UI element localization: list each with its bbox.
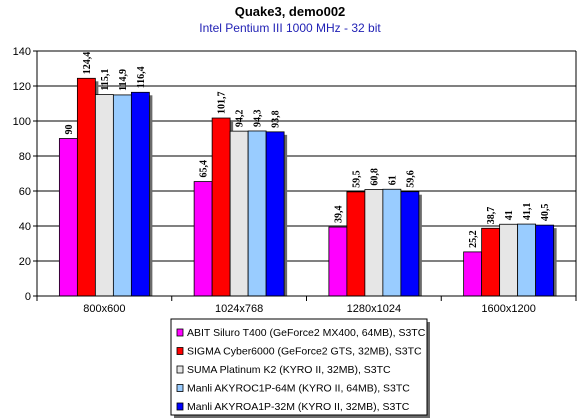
y-tick-label: 60 (19, 186, 31, 198)
data-label: 94,3 (253, 109, 264, 127)
data-label: 124,4 (82, 52, 93, 75)
x-tick-label: 1024x768 (215, 303, 263, 315)
legend-swatch (176, 328, 184, 337)
bar (58, 138, 78, 297)
bar (94, 94, 114, 297)
data-label: 38,7 (486, 207, 497, 225)
bar (346, 191, 366, 297)
data-label: 115,1 (100, 69, 111, 91)
y-tick-label: 140 (13, 46, 31, 58)
data-label: 41 (504, 210, 515, 220)
bar (130, 91, 150, 297)
bar (247, 130, 267, 297)
bar (400, 191, 420, 297)
data-label: 114,9 (118, 69, 129, 91)
data-label: 94,2 (235, 110, 246, 128)
legend-swatch (176, 347, 184, 355)
bar (499, 223, 519, 297)
bar (382, 188, 402, 297)
chart-subtitle: Intel Pentium III 1000 MHz - 32 bit (199, 21, 381, 35)
data-label: 59,6 (405, 170, 416, 188)
legend: ABIT Siluro T400 (GeForce2 MX400, 64MB),… (170, 318, 430, 418)
bar (463, 251, 483, 297)
x-tick-label: 1600x1200 (481, 303, 535, 315)
bar (229, 130, 249, 297)
bar (535, 224, 555, 297)
data-label: 65,4 (199, 160, 210, 178)
legend-label: Manli AKYROC1P-64M (KYRO II, 64MB), S3TC (187, 383, 410, 395)
data-label: 41,1 (522, 203, 533, 221)
data-label: 40,5 (540, 204, 551, 222)
bar (328, 226, 348, 297)
bar (481, 227, 501, 297)
bar (364, 189, 384, 297)
data-label: 25,2 (468, 230, 479, 248)
data-label: 60,8 (369, 168, 380, 186)
y-tick-label: 80 (19, 151, 31, 163)
data-label: 61 (387, 175, 398, 185)
legend-label: Manli AKYROA1P-32M (KYRO II, 32MB), S3TC (187, 401, 410, 413)
y-tick-label: 100 (13, 116, 31, 128)
data-label: 101,7 (217, 92, 228, 115)
legend-box (170, 318, 428, 416)
legend-swatch (176, 402, 184, 411)
bar (112, 94, 132, 297)
x-tick-label: 800x600 (83, 303, 125, 315)
bar (517, 223, 537, 297)
data-label: 93,8 (271, 110, 282, 128)
y-tick-label: 20 (19, 256, 31, 268)
y-tick-label: 40 (19, 221, 31, 233)
y-tick-label: 0 (25, 291, 31, 303)
bar (76, 77, 96, 297)
plot-area: 0 20 40 60 80 100 120 140 90 65,4 39,4 25,2 124,4 101… (13, 46, 577, 315)
bar (211, 117, 231, 297)
bar (193, 181, 213, 297)
data-label: 90 (64, 125, 75, 135)
legend-label: SIGMA Cyber6000 (GeForce2 GTS, 32MB), S3… (187, 346, 422, 358)
x-tick-label: 1280x1024 (347, 303, 401, 315)
data-label: 59,5 (351, 170, 362, 188)
legend-swatch (176, 384, 184, 392)
legend-swatch (176, 365, 184, 374)
legend-label: SUMA Platinum K2 (KYRO II, 32MB), S3TC (187, 364, 391, 376)
chart-title: Quake3, demo002 (235, 4, 346, 19)
y-tick-label: 120 (13, 81, 31, 93)
bar (265, 131, 285, 297)
data-label: 116,4 (136, 66, 147, 88)
legend-label: ABIT Siluro T400 (GeForce2 MX400, 64MB),… (187, 327, 426, 339)
data-label: 39,4 (333, 206, 344, 224)
